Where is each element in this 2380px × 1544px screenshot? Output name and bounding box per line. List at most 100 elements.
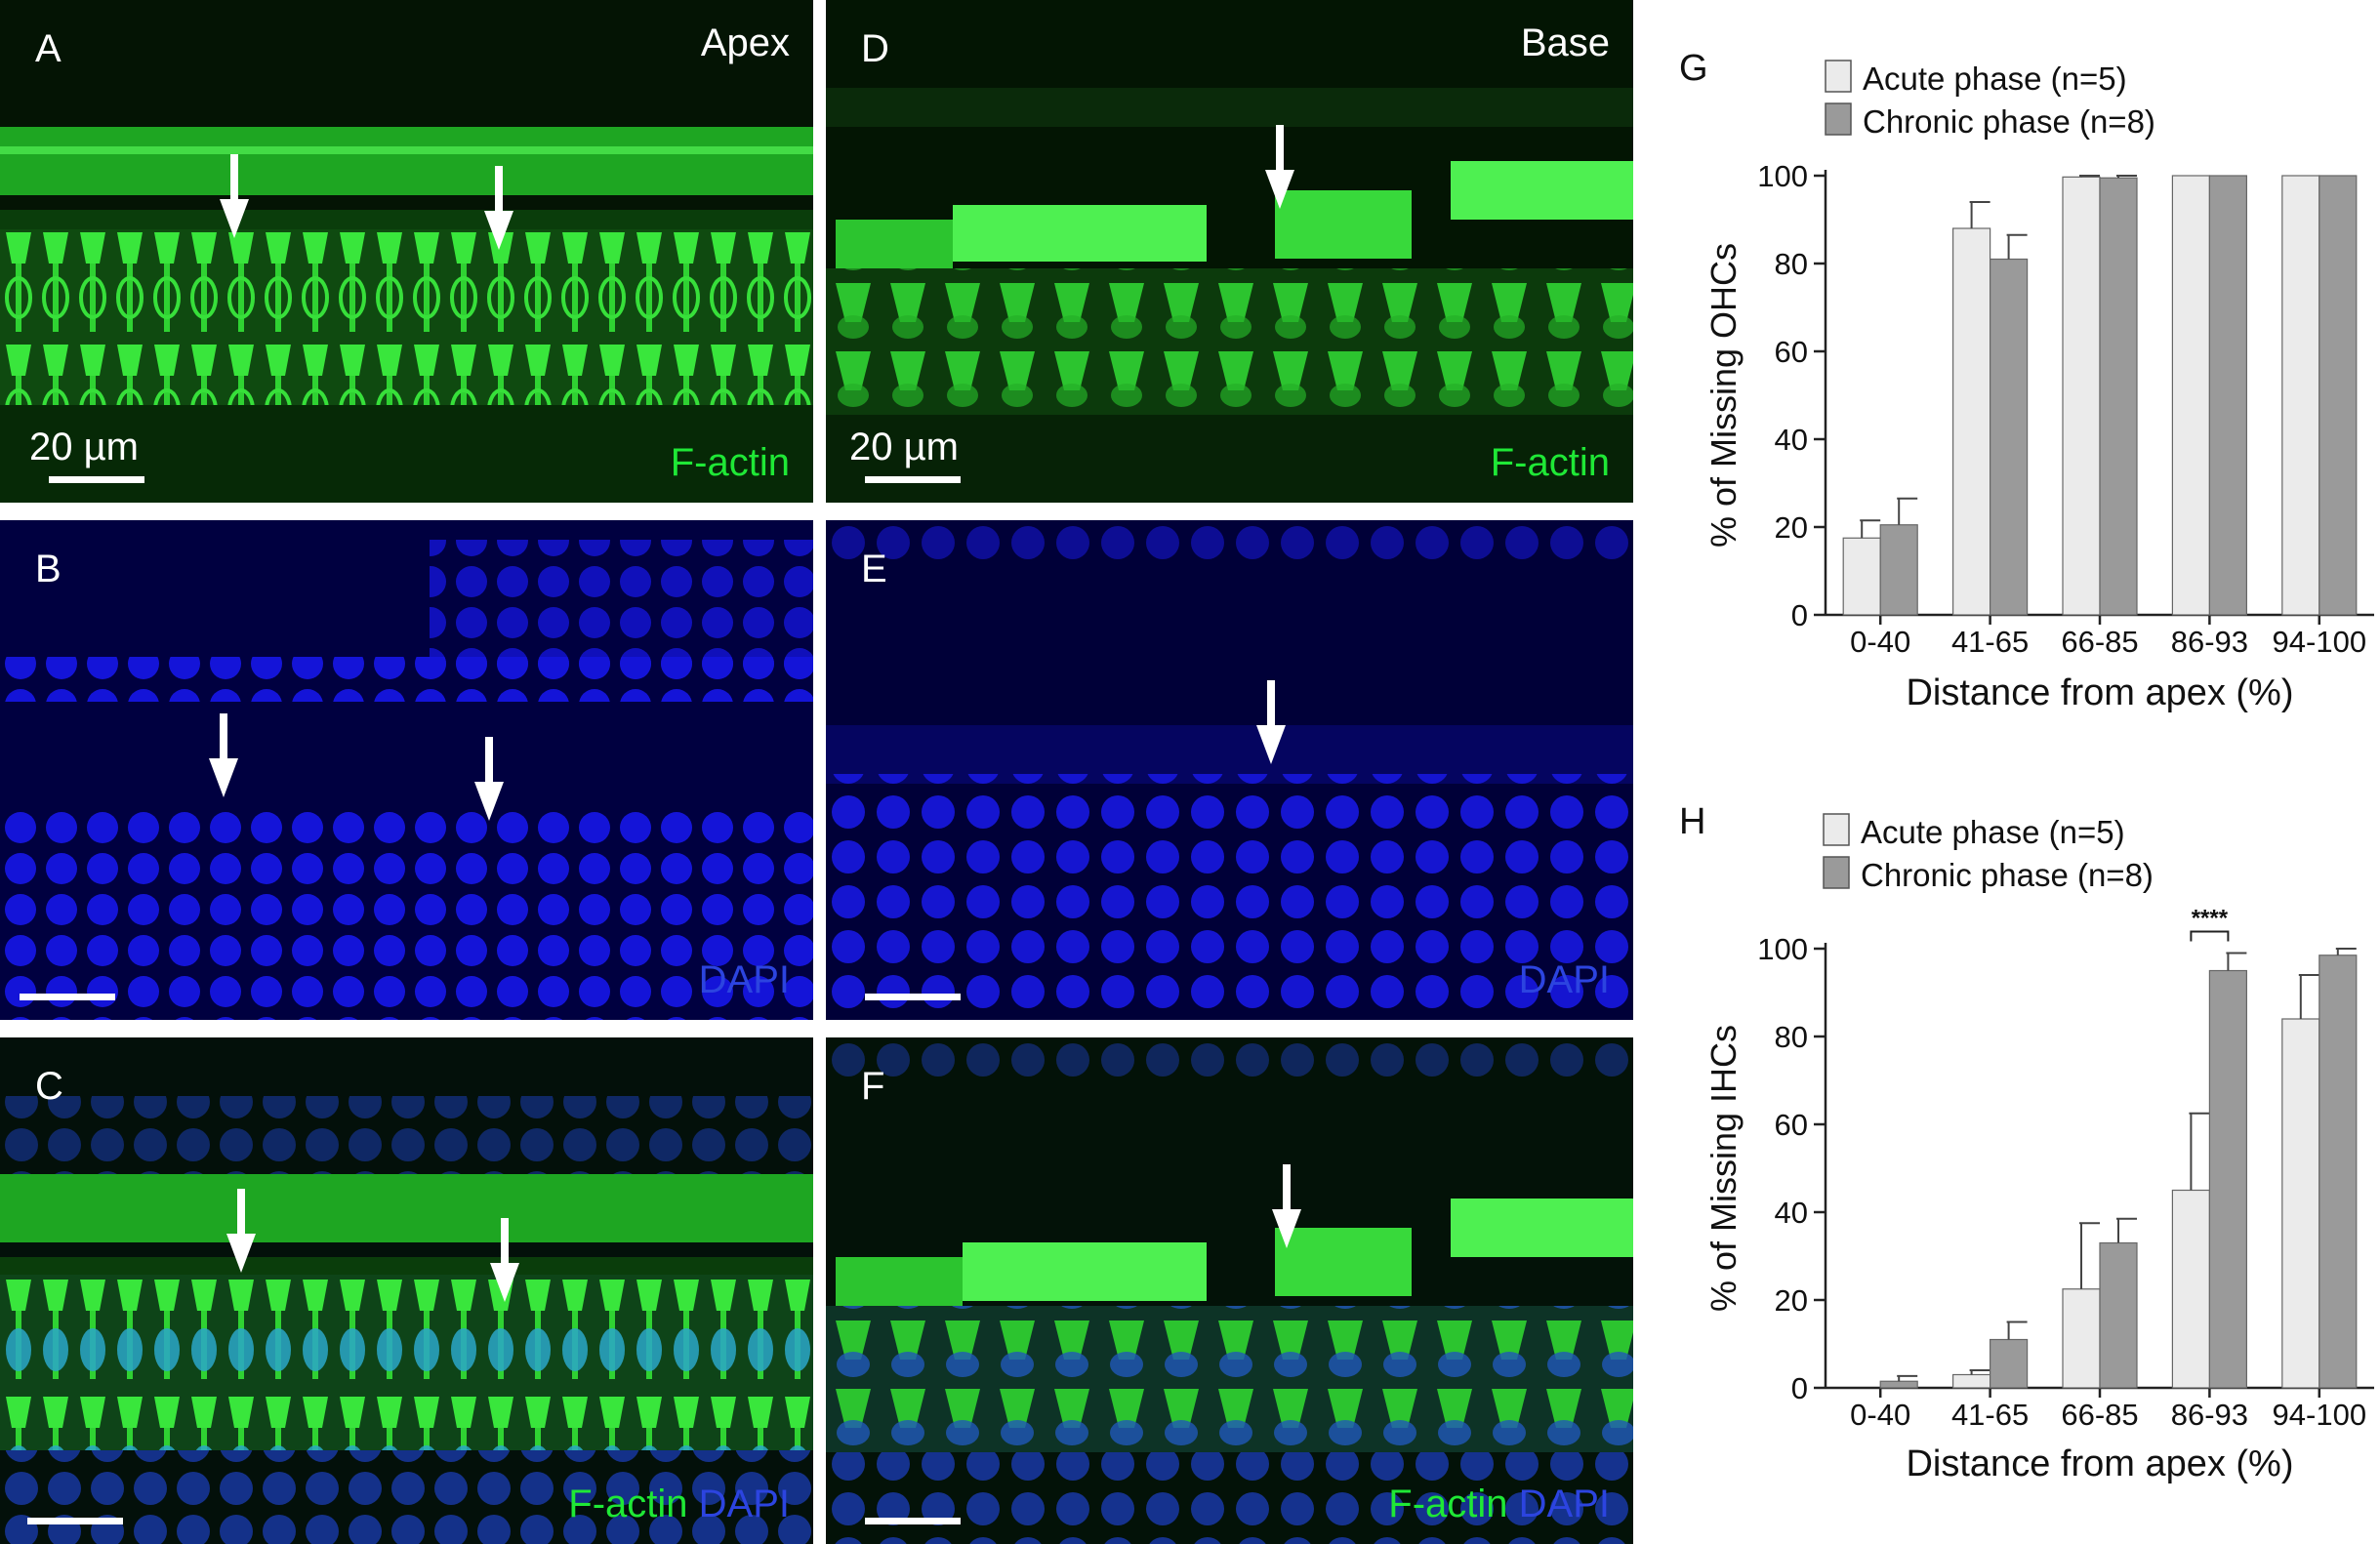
bar-acute xyxy=(2062,176,2101,616)
panel-d-letter: D xyxy=(861,27,889,70)
bar-acute xyxy=(2281,1018,2320,1389)
bar-chronic xyxy=(2208,175,2248,616)
legend-label: Acute phase (n=5) xyxy=(1861,814,2125,850)
x-tick-label: 86-93 xyxy=(2171,1398,2248,1432)
merge-base-image xyxy=(826,1037,1633,1544)
panel-a-apex-factin: A Apex 20 µm F-actin xyxy=(0,0,813,503)
legend-swatch xyxy=(1823,813,1850,846)
chart-panel-letter: G xyxy=(1679,48,1708,89)
legend-swatch xyxy=(1825,102,1852,136)
panel-e-base-dapi: E DAPI xyxy=(826,520,1633,1020)
panel-b-letter: B xyxy=(35,548,62,590)
merge-apex-image xyxy=(0,1096,813,1544)
dapi-apex-image xyxy=(0,540,813,1020)
y-tick-label: 0 xyxy=(1791,1371,1808,1405)
y-tick-label: 60 xyxy=(1775,335,1808,369)
factin-base-image xyxy=(826,88,1633,503)
panel-c-apex-merge: C F-actin DAPI xyxy=(0,1037,813,1544)
bar-chronic xyxy=(1990,1338,2029,1389)
y-tick-label: 80 xyxy=(1775,1020,1808,1054)
bar-chronic xyxy=(2208,969,2248,1389)
y-axis-label: % of Missing IHCs xyxy=(1703,1025,1744,1312)
bar-acute xyxy=(2281,175,2320,616)
panel-f-factin-label: F-actin xyxy=(1388,1483,1508,1525)
x-tick-label: 0-40 xyxy=(1850,1398,1910,1432)
y-tick-label: 40 xyxy=(1775,423,1808,457)
panel-e-letter: E xyxy=(861,548,887,590)
panel-d-channel-label: F-actin xyxy=(1490,441,1610,484)
x-tick-label: 94-100 xyxy=(2273,625,2367,659)
scale-bar xyxy=(27,1518,123,1524)
panel-b-channel-label: DAPI xyxy=(698,958,790,1001)
bar-chronic xyxy=(1879,1380,1918,1389)
legend-label: Chronic phase (n=8) xyxy=(1863,103,2155,140)
y-tick-label: 20 xyxy=(1775,510,1808,545)
panel-d-region-label: Base xyxy=(1520,21,1610,64)
panel-f-base-merge: F F-actin DAPI xyxy=(826,1037,1633,1544)
bar-acute xyxy=(1952,227,1991,616)
panel-f-channel-labels: F-actin DAPI xyxy=(1388,1483,1610,1526)
arrow-down-icon xyxy=(1272,1164,1301,1248)
dapi-base-image xyxy=(826,520,1633,1020)
legend-swatch xyxy=(1823,856,1850,889)
chart-h-missing-ihcs: H Acute phase (n=5) Chronic phase (n=8) 0 20… xyxy=(1679,801,2374,1484)
bar-chronic xyxy=(2318,955,2358,1389)
scale-bar xyxy=(865,994,961,1000)
bar-acute xyxy=(2171,1189,2210,1389)
arrow-down-icon xyxy=(490,1218,519,1302)
panel-d-base-factin: D Base 20 µm F-actin xyxy=(826,0,1633,503)
panel-a-scale-label: 20 µm xyxy=(29,426,139,468)
factin-apex-image xyxy=(0,127,813,503)
y-tick-label: 20 xyxy=(1775,1283,1808,1318)
x-tick-label: 41-65 xyxy=(1951,625,2029,659)
x-tick-label: 94-100 xyxy=(2273,1398,2367,1432)
x-tick-label: 66-85 xyxy=(2061,1398,2138,1432)
y-tick-label: 80 xyxy=(1775,247,1808,281)
significance-label: **** xyxy=(2192,906,2229,932)
arrow-down-icon xyxy=(1265,125,1294,209)
significance-bracket xyxy=(2190,930,2230,942)
scale-bar xyxy=(20,994,115,1000)
arrow-down-icon xyxy=(209,713,238,797)
panel-d-scale-label: 20 µm xyxy=(849,426,959,468)
chart-g-missing-ohcs: G Acute phase (n=5) Chronic phase (n=8) 0 20… xyxy=(1679,48,2374,713)
x-tick-label: 0-40 xyxy=(1850,625,1910,659)
arrow-down-icon xyxy=(226,1189,256,1273)
y-tick-label: 100 xyxy=(1757,932,1808,966)
arrow-down-icon xyxy=(484,166,513,250)
bar-chronic xyxy=(2099,177,2138,616)
bar-chronic xyxy=(2099,1241,2138,1389)
x-tick-label: 41-65 xyxy=(1951,1398,2029,1432)
legend-label: Acute phase (n=5) xyxy=(1863,61,2127,97)
arrow-down-icon xyxy=(1256,680,1286,764)
y-tick-label: 40 xyxy=(1775,1196,1808,1230)
legend-swatch xyxy=(1825,60,1852,93)
bar-chronic xyxy=(1879,524,1918,616)
panel-f-dapi-label: DAPI xyxy=(1518,1483,1610,1525)
chart-panel-letter: H xyxy=(1679,801,1705,842)
bar-acute xyxy=(2062,1288,2101,1389)
legend-label: Chronic phase (n=8) xyxy=(1861,857,2154,893)
y-tick-label: 100 xyxy=(1757,159,1808,193)
panel-c-channel-labels: F-actin DAPI xyxy=(568,1483,790,1526)
panel-c-dapi-label: DAPI xyxy=(698,1483,790,1525)
panel-a-letter: A xyxy=(35,27,62,70)
panel-c-factin-label: F-actin xyxy=(568,1483,688,1525)
y-tick-label: 60 xyxy=(1775,1108,1808,1142)
x-tick-label: 66-85 xyxy=(2061,625,2138,659)
bar-chronic xyxy=(1990,258,2029,616)
x-axis-label: Distance from apex (%) xyxy=(1906,672,2293,713)
arrow-down-icon xyxy=(474,737,504,821)
bar-chronic xyxy=(2318,175,2358,616)
panel-c-letter: C xyxy=(35,1065,63,1108)
x-axis-label: Distance from apex (%) xyxy=(1906,1443,2293,1484)
scale-bar xyxy=(49,476,144,483)
panel-b-apex-dapi: B DAPI xyxy=(0,520,813,1020)
bar-acute xyxy=(1952,1373,1991,1389)
panel-a-channel-label: F-actin xyxy=(670,441,790,484)
x-tick-label: 86-93 xyxy=(2171,625,2248,659)
y-tick-label: 0 xyxy=(1791,598,1808,632)
panel-a-region-label: Apex xyxy=(700,21,790,64)
arrow-down-icon xyxy=(220,154,249,238)
panel-f-letter: F xyxy=(861,1065,885,1108)
